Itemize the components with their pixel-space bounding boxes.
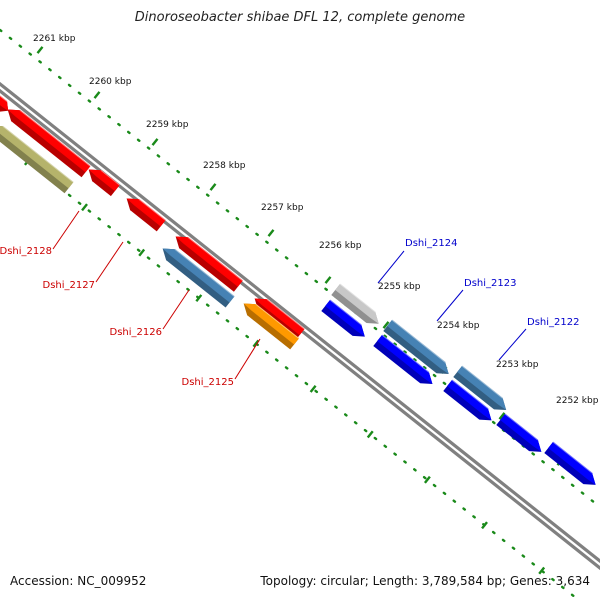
gene-steel — [383, 319, 449, 375]
scale-tick — [81, 203, 88, 212]
scale-label: 2259 kbp — [146, 120, 189, 130]
gene-label-leader — [162, 289, 190, 330]
scale-labels: 2261 kbp 2260 kbp 2259 kbp 2258 kbp 2257 kbp… — [33, 34, 599, 406]
scale-label: 2254 kbp — [437, 321, 480, 331]
gene-labels: Dshi_2128 Dshi_2127 Dshi_2126 Dshi_2125 Dshi… — [0, 210, 579, 388]
genome-summary-text: Topology: circular; Length: 3,789,584 bp… — [260, 574, 590, 588]
scale-tick — [366, 430, 374, 439]
scale-label: 2257 kbp — [261, 203, 304, 213]
gene-label-leader — [377, 250, 405, 284]
gene-label-leader — [234, 338, 261, 380]
scale-tick — [538, 566, 546, 575]
scale-tick — [267, 229, 275, 237]
scale-tick — [309, 385, 317, 393]
scale-label: 2255 kbp — [378, 282, 421, 292]
gene-red — [126, 198, 166, 232]
accession-text: Accession: NC_009952 — [10, 574, 147, 588]
gene-label-leader — [95, 241, 124, 283]
scale-tick — [498, 412, 506, 420]
scale-tick — [252, 339, 260, 348]
scale-tick — [138, 248, 146, 257]
scale-label: 2252 kbp — [556, 396, 599, 406]
gene-blue — [321, 299, 365, 337]
gene-blue — [544, 441, 596, 485]
scale-tick — [481, 521, 488, 530]
gene-dshi-2128-region — [7, 109, 91, 178]
scale-tick — [209, 183, 217, 191]
scale-label: 2260 kbp — [89, 77, 132, 87]
gene-label-dshi_2128: Dshi_2128 — [0, 246, 52, 257]
scale-label: 2261 kbp — [33, 34, 76, 44]
gene-label-leader — [436, 289, 464, 322]
gene-label-dshi_2125: Dshi_2125 — [182, 377, 234, 388]
gene-red — [175, 236, 243, 292]
scale-tick — [93, 91, 101, 99]
scale-tick — [324, 276, 332, 284]
gene-steel — [453, 365, 507, 411]
scale-tick — [36, 46, 44, 54]
scale-tick — [151, 138, 159, 146]
gene-blue — [443, 379, 492, 421]
gene-blue — [496, 413, 542, 452]
scale-tick — [195, 294, 203, 302]
gene-label-dshi_2127: Dshi_2127 — [43, 280, 95, 291]
gene-label-dshi_2122: Dshi_2122 — [527, 317, 579, 328]
scale-label: 2258 kbp — [203, 161, 246, 171]
gene-label-dshi_2126: Dshi_2126 — [110, 327, 162, 338]
gene-blue — [373, 334, 433, 385]
gene-label-dshi_2124: Dshi_2124 — [405, 238, 457, 249]
gene-features — [0, 95, 596, 485]
scale-label: 2256 kbp — [319, 241, 362, 251]
gene-steel — [162, 248, 235, 308]
map-title: Dinoroseobacter shibae DFL 12, complete … — [134, 10, 466, 25]
scale-tick — [423, 475, 431, 484]
scale-tick — [382, 321, 390, 329]
gene-red-partial — [0, 95, 9, 112]
gene-orange — [243, 303, 300, 350]
scale-dots — [0, 28, 600, 600]
gene-label-leader — [52, 210, 80, 250]
gene-olive — [0, 125, 74, 194]
gene-gray — [331, 283, 379, 324]
gene-red — [254, 298, 305, 341]
scale-label: 2253 kbp — [496, 360, 539, 370]
gene-label-leader — [498, 328, 527, 361]
scale-ticks — [23, 46, 564, 575]
gene-red — [88, 169, 120, 197]
gene-label-dshi_2123: Dshi_2123 — [464, 278, 516, 289]
